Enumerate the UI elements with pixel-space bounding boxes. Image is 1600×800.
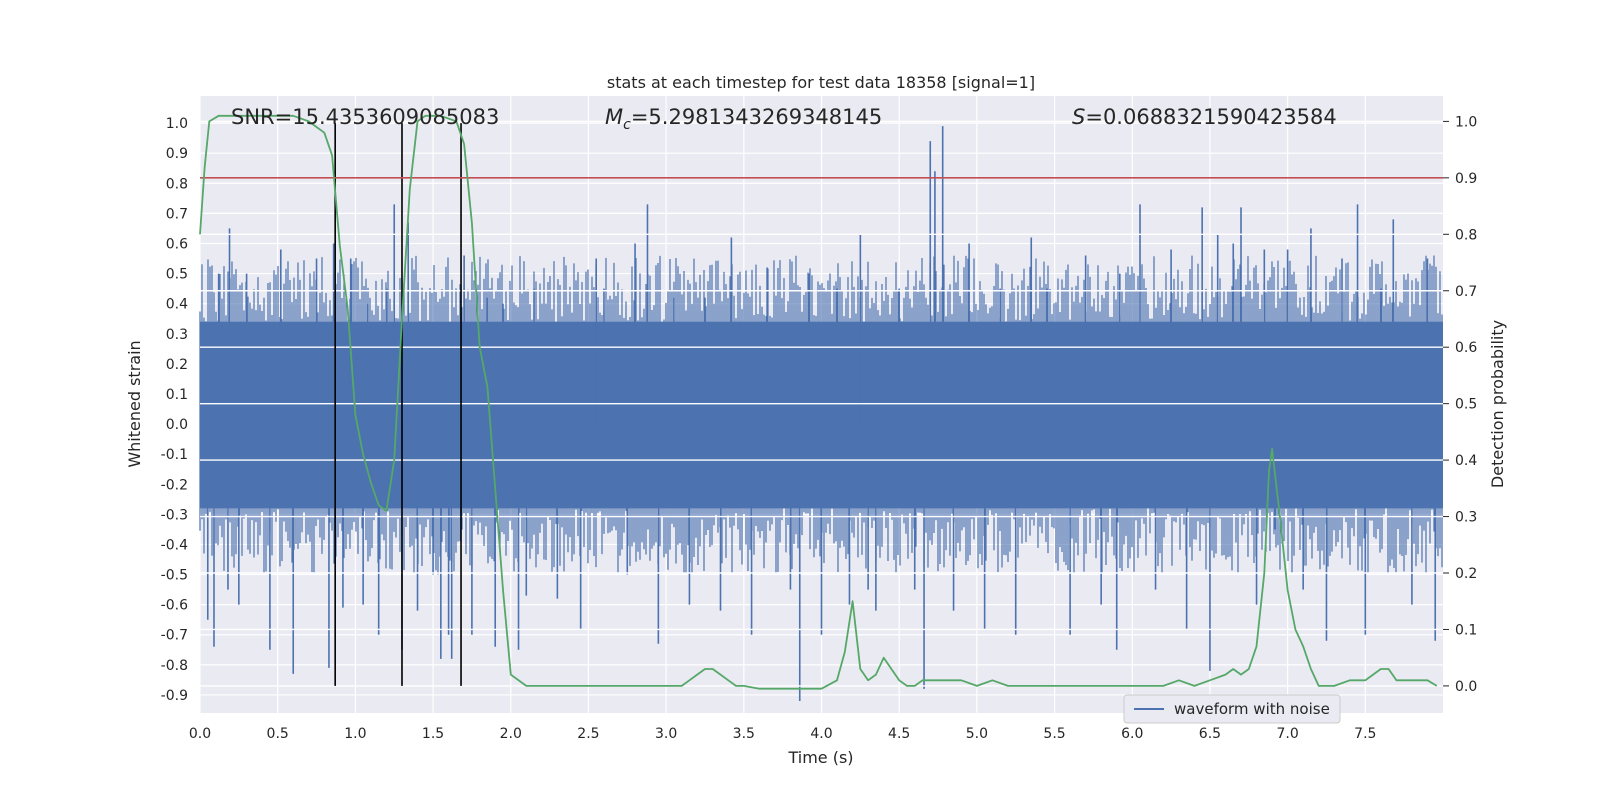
snr-annotation: SNR=15.4353609085083 [231, 105, 499, 129]
probability-series [199, 114, 1438, 690]
y-right-tick-label: 0.1 [1455, 622, 1477, 638]
x-tick-label: 0.5 [267, 726, 289, 742]
x-tick-label: 3.5 [733, 726, 755, 742]
s-symbol: S [1072, 105, 1085, 129]
chart-title: stats at each timestep for test data 183… [607, 73, 1035, 92]
y-right-tick-label: 0.2 [1455, 566, 1477, 582]
y-left-tick-label: -0.6 [161, 598, 188, 614]
legend: waveform with noise [1123, 694, 1341, 724]
x-tick-label: 5.5 [1043, 726, 1065, 742]
y-right-axis-label: Detection probability [1488, 320, 1507, 488]
x-tick-label: 7.0 [1276, 726, 1298, 742]
y-left-tick-label: -0.1 [161, 447, 188, 463]
y-left-tick-label: 0.8 [166, 176, 188, 192]
y-left-tick-label: 1.0 [166, 116, 188, 132]
legend-label: waveform with noise [1174, 700, 1330, 718]
x-tick-label: 6.5 [1199, 726, 1221, 742]
y-left-tick-label: -0.8 [161, 658, 188, 674]
y-right-tick-label: 0.8 [1455, 227, 1477, 243]
y-left-tick-label: 0.4 [166, 297, 188, 313]
x-tick-label: 4.0 [810, 726, 832, 742]
y-right-tick-label: 0.7 [1455, 284, 1477, 300]
s-annotation: S=0.0688321590423584 [1072, 105, 1337, 129]
y-left-tick-label: 0.6 [166, 236, 188, 252]
x-tick-label: 1.0 [344, 726, 366, 742]
y-left-axis-ticks: 1.0 0.9 0.8 0.7 0.6 0.5 0.4 0.3 0.2 0.1 0.0 -0.1 -0.… [161, 116, 188, 704]
mc-annotation: Mc=5.2981343269348145 [605, 105, 882, 133]
y-right-tick-label: 0.6 [1455, 340, 1477, 356]
y-left-tick-label: 0.3 [166, 327, 188, 343]
y-right-tick-label: 0.0 [1455, 679, 1477, 695]
mc-subscript: c [623, 117, 631, 133]
y-left-tick-label: -0.5 [161, 568, 188, 584]
mc-value: =5.2981343269348145 [631, 105, 882, 129]
y-right-tick-label: 0.4 [1455, 453, 1477, 469]
y-right-tick-label: 0.5 [1455, 397, 1477, 413]
waveform-series [199, 126, 1443, 701]
y-left-tick-label: 0.1 [166, 387, 188, 403]
y-right-tick-label: 0.9 [1455, 171, 1477, 187]
y-left-tick-label: -0.9 [161, 688, 188, 704]
y-left-tick-label: 0.9 [166, 146, 188, 162]
mc-symbol: M [605, 105, 623, 129]
x-tick-label: 0.0 [189, 726, 211, 742]
s-value: =0.0688321590423584 [1085, 105, 1336, 129]
x-tick-label: 2.5 [577, 726, 599, 742]
y-left-tick-label: 0.5 [166, 267, 188, 283]
x-tick-label: 1.5 [422, 726, 444, 742]
x-tick-label: 2.0 [500, 726, 522, 742]
y-left-tick-label: -0.2 [161, 477, 188, 493]
x-tick-label: 3.0 [655, 726, 677, 742]
probability-line [199, 114, 1438, 690]
y-left-tick-label: -0.3 [161, 507, 188, 523]
x-tick-label: 5.0 [966, 726, 988, 742]
x-tick-label: 4.5 [888, 726, 910, 742]
x-axis-ticks: 0.0 0.5 1.0 1.5 2.0 2.5 3.0 3.5 4.0 4.5 5.0 5.5 6.0 6… [189, 726, 1377, 742]
x-tick-label: 6.0 [1121, 726, 1143, 742]
y-right-axis-ticks: 1.0 0.9 0.8 0.7 0.6 0.5 0.4 0.3 0.2 0.1 0.0 [1443, 114, 1477, 695]
y-left-axis-label: Whitened strain [125, 340, 144, 467]
y-left-tick-label: -0.7 [161, 628, 188, 644]
y-left-tick-label: 0.7 [166, 206, 188, 222]
legend-box [1123, 694, 1341, 724]
y-right-tick-label: 0.3 [1455, 510, 1477, 526]
vertical-markers [334, 123, 462, 686]
y-right-tick-label: 1.0 [1455, 114, 1477, 130]
y-left-tick-label: -0.4 [161, 537, 188, 553]
x-tick-label: 7.5 [1354, 726, 1376, 742]
y-left-tick-label: 0.0 [166, 417, 188, 433]
x-axis-label: Time (s) [787, 748, 853, 767]
y-left-tick-label: 0.2 [166, 357, 188, 373]
